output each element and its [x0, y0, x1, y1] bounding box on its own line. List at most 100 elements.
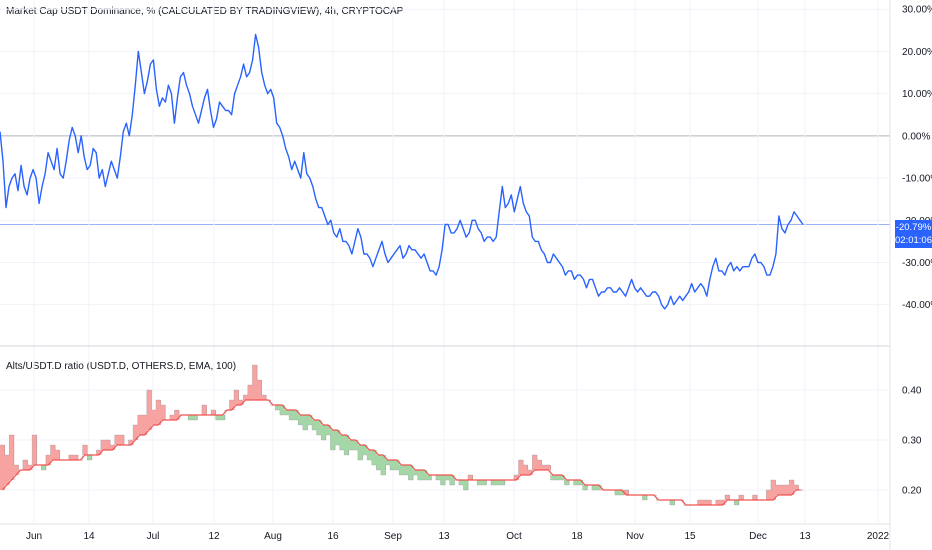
ratio-bar — [275, 405, 281, 410]
ratio-bar — [362, 445, 368, 455]
ratio-bar — [734, 500, 740, 505]
x-tick-label: 15 — [684, 531, 696, 542]
ratio-bar — [495, 480, 501, 485]
ratio-bar — [133, 425, 139, 440]
ratio-step-line — [0, 364, 803, 506]
ratio-bar — [344, 435, 350, 455]
ratio-bar — [114, 435, 120, 445]
ratio-bar — [491, 480, 496, 485]
ratio-bar — [247, 385, 253, 400]
ratio-bar — [536, 460, 542, 470]
main-chart-title: Market Cap USDT Dominance, % (CALCULATED… — [6, 6, 404, 17]
ratio-bar — [435, 475, 441, 480]
ema-line — [1, 399, 801, 506]
x-tick-label: Oct — [506, 531, 522, 542]
ratio-bar — [13, 465, 19, 475]
ratio-bar — [348, 440, 354, 450]
ratio-bar — [669, 500, 675, 505]
ratio-bar — [100, 440, 106, 450]
ratio-bar — [229, 400, 235, 410]
ratio-bar — [619, 490, 625, 495]
ratio-bar — [211, 410, 217, 415]
ratio-bar — [394, 460, 400, 470]
ratio-bar — [156, 400, 161, 425]
ratio-bar — [201, 405, 207, 415]
ratio-bar — [706, 500, 712, 505]
ratio-bar — [353, 440, 359, 450]
ratio-bar — [426, 475, 432, 480]
x-tick-label: 2022 — [867, 531, 890, 542]
ratio-bar — [440, 475, 446, 485]
ratio-bar — [50, 445, 56, 460]
ratio-bar — [339, 435, 345, 450]
ratio-bar — [725, 495, 730, 500]
y-tick-label: 0.20 — [902, 486, 922, 497]
ratio-bar — [289, 410, 295, 420]
ratio-bar — [541, 465, 547, 470]
y-tick-label: 20.00% — [902, 47, 932, 58]
y-tick-label: 10.00% — [902, 89, 932, 100]
ratio-bar — [321, 425, 327, 440]
grid — [0, 0, 890, 524]
ratio-bar — [642, 495, 648, 500]
y-tick-label: -10.00% — [902, 174, 932, 185]
ratio-bar — [298, 415, 304, 425]
x-tick-label: Sep — [384, 531, 402, 542]
x-tick-label: 13 — [438, 531, 450, 542]
ratio-bar — [45, 455, 51, 465]
ratio-bar — [481, 480, 487, 485]
ratio-bar — [169, 415, 175, 420]
ratio-bar — [500, 480, 506, 485]
y-tick-label: -40.00% — [902, 300, 932, 311]
ratio-bar — [591, 485, 597, 490]
ratio-bar — [371, 450, 377, 465]
ratio-bar — [73, 455, 79, 460]
ratio-bar — [752, 495, 758, 500]
ratio-bar — [284, 410, 290, 415]
y-tick-label: -30.00% — [902, 258, 932, 269]
ratio-bar — [518, 460, 524, 475]
indicator-title: Alts/USDT.D ratio (USDT.D, OTHERS.D, EMA… — [6, 361, 237, 372]
x-tick-label: Jul — [147, 531, 160, 542]
ratio-bar — [399, 465, 405, 475]
ratio-bar — [82, 445, 88, 455]
x-axis-ticks: Jun 14 Jul 12 Aug 16 Sep 13 Oct 18 Nov 15 Dec 13 2022 — [26, 531, 890, 542]
ratio-bar — [477, 480, 483, 485]
series-lines-layer — [0, 33, 804, 506]
ratio-bar — [578, 480, 584, 485]
ratio-bar — [335, 430, 340, 445]
ratio-bar — [325, 425, 331, 435]
x-tick-label: Jun — [26, 531, 42, 542]
ratio-bar — [87, 455, 93, 460]
ratio-bar — [22, 460, 28, 470]
ratio-bar — [238, 400, 244, 405]
ratio-bar — [550, 475, 556, 480]
x-tick-label: Dec — [749, 531, 767, 542]
x-tick-label: 16 — [327, 531, 339, 542]
ratio-bar — [146, 390, 152, 430]
ratio-fill-layer — [0, 365, 804, 506]
ratio-bar — [137, 415, 143, 435]
ratio-bar — [559, 475, 565, 480]
bar-countdown: 02:01:06 — [895, 235, 932, 246]
ratio-bar — [96, 450, 102, 455]
ratio-bar — [385, 460, 391, 465]
ratio-bar — [789, 480, 795, 495]
y-tick-label: 30.00% — [902, 5, 932, 16]
ratio-bar — [376, 455, 382, 470]
ratio-bar — [770, 480, 776, 500]
ratio-bar — [413, 470, 418, 475]
ratio-bar — [784, 485, 790, 495]
ratio-bar — [105, 440, 111, 450]
ratio-bar — [793, 485, 799, 490]
ratio-bar — [68, 455, 74, 460]
ratio-bar — [390, 460, 395, 470]
ratio-bar — [41, 465, 47, 470]
ratio-bar — [142, 415, 148, 435]
ratio-bar — [380, 455, 386, 475]
y-tick-label: 0.40 — [902, 386, 922, 397]
ratio-bar — [555, 475, 561, 480]
ratio-bar — [192, 415, 198, 420]
x-tick-label: 13 — [799, 531, 811, 542]
